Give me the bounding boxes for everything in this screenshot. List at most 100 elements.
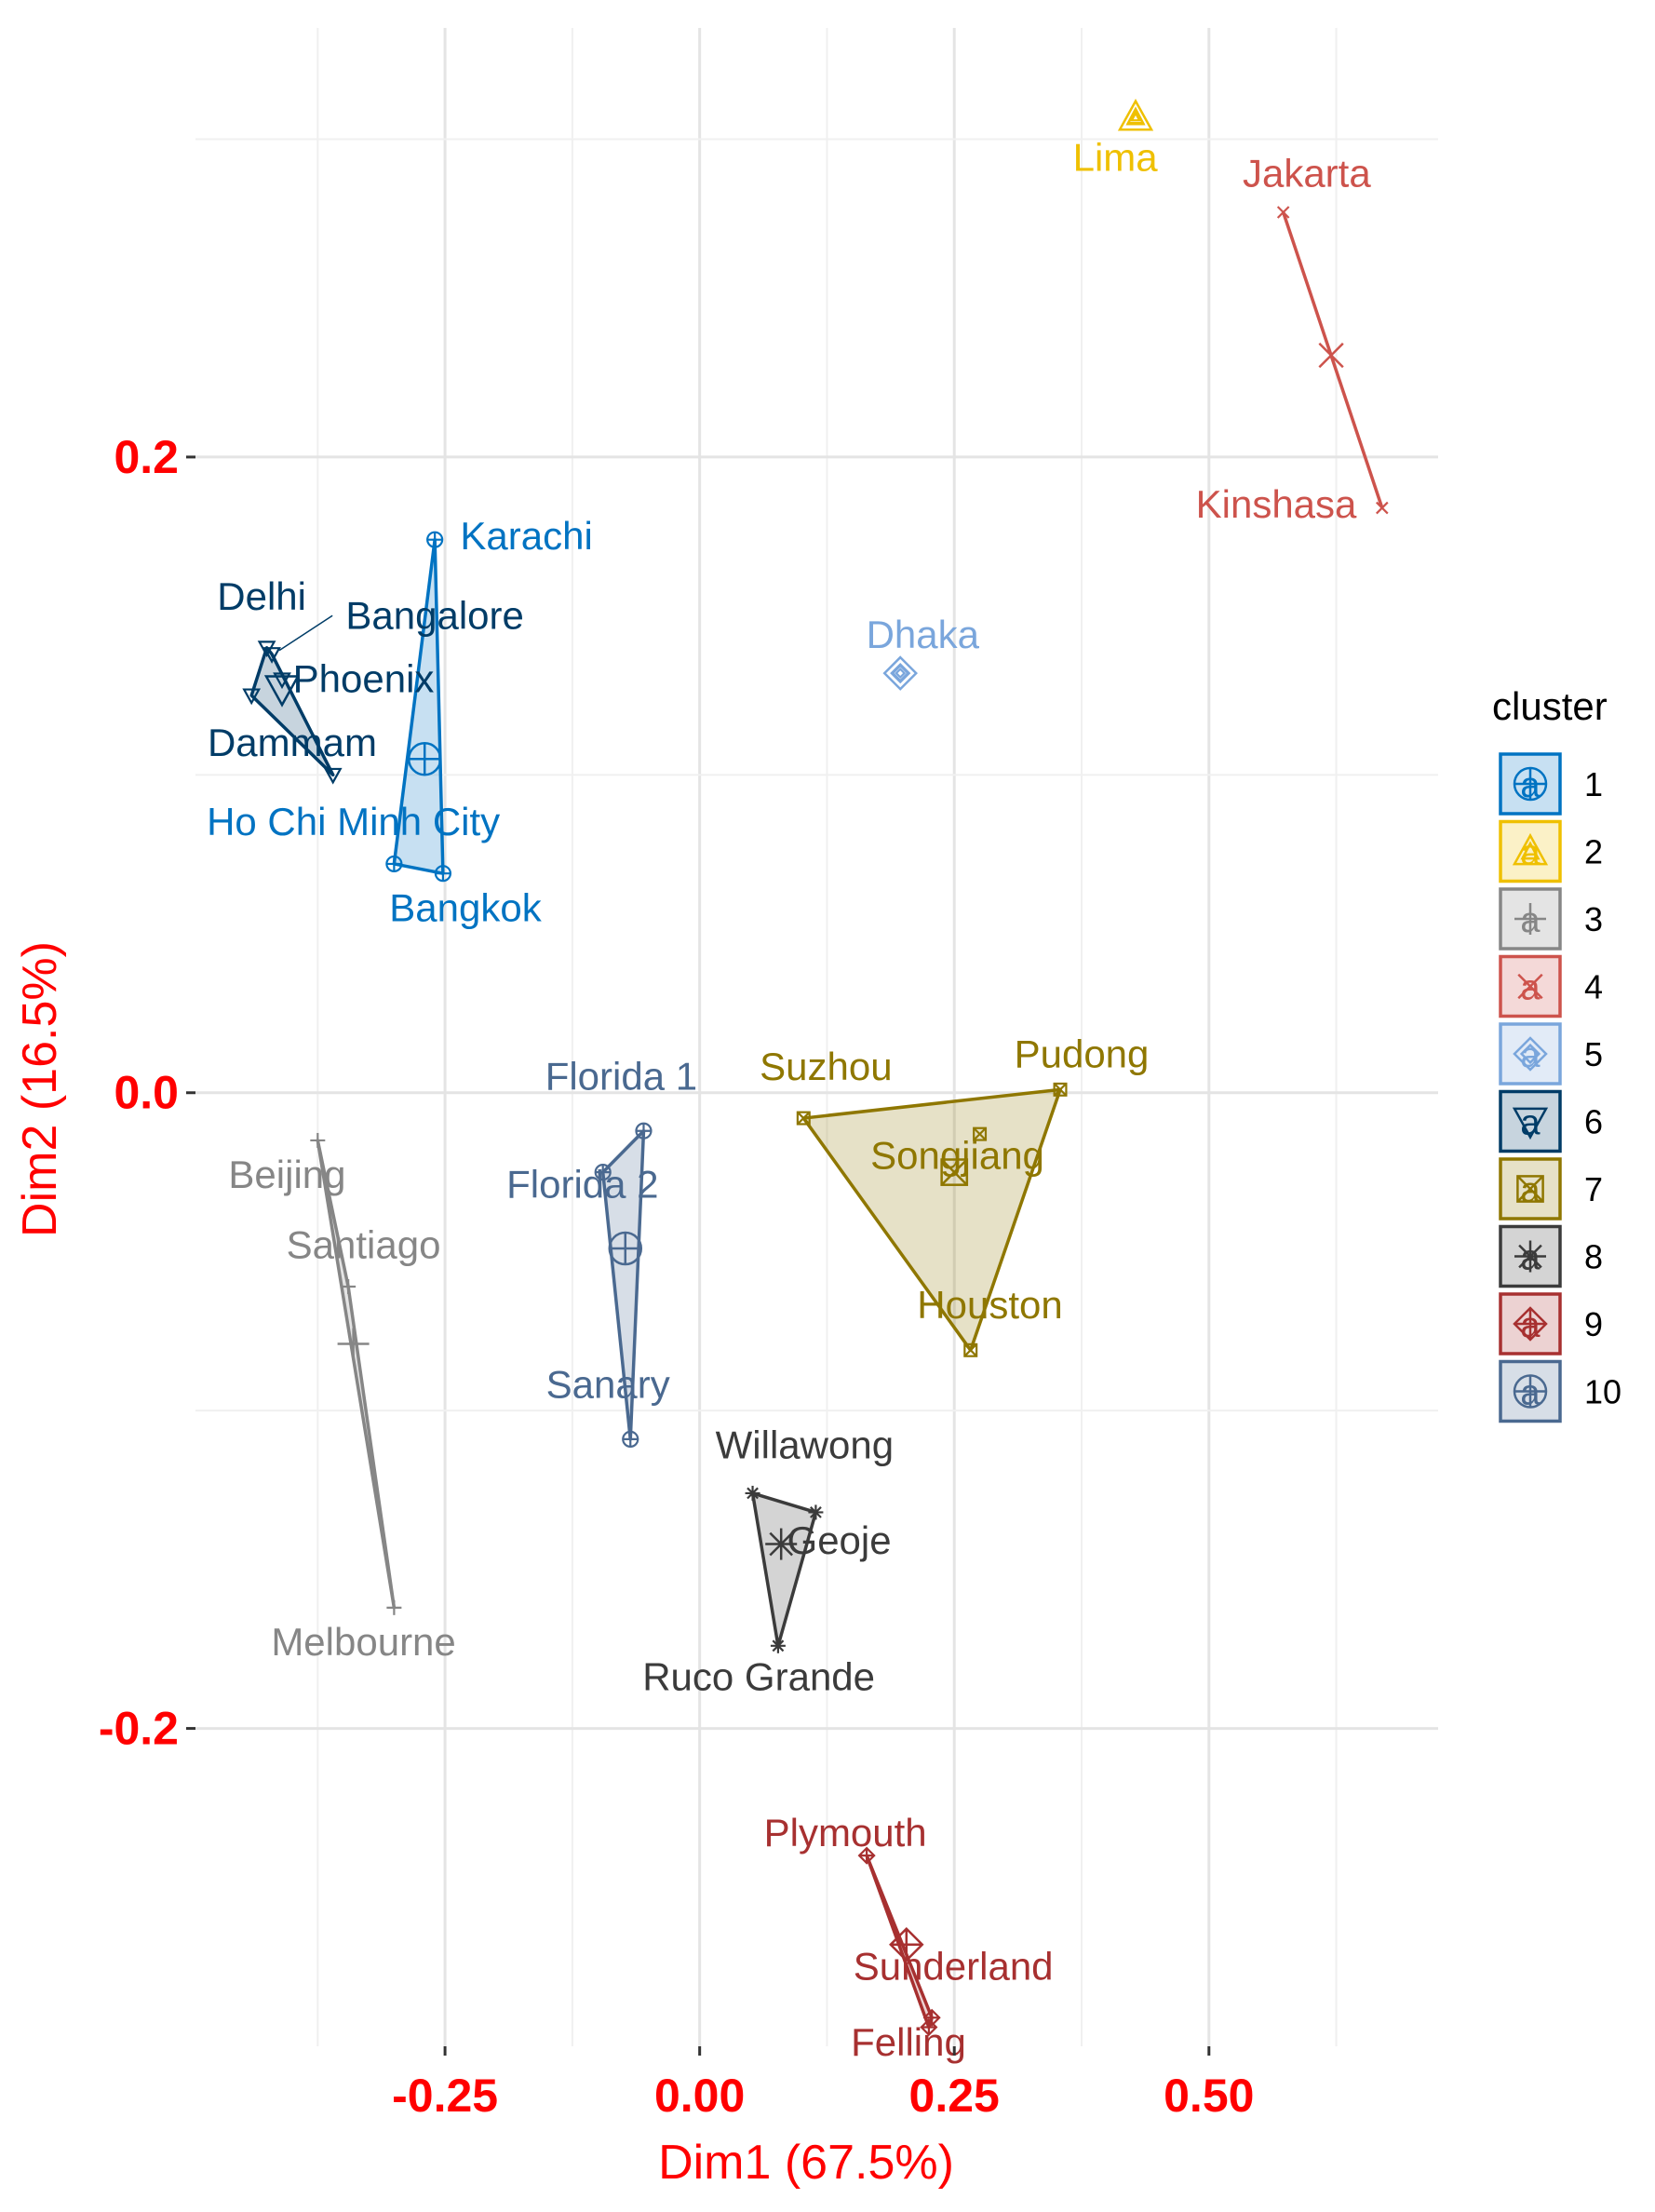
marker-part	[747, 1487, 759, 1500]
marker-part	[1318, 343, 1344, 369]
marker-part	[796, 1111, 811, 1126]
marker-part	[1276, 206, 1290, 219]
marker-part	[1512, 832, 1549, 866]
point-label: Phoenix	[293, 657, 435, 701]
cluster-4-centroid	[1318, 343, 1344, 369]
label-layer: Karachi Ho Chi Minh City Bangkok Lima Beijin…	[207, 136, 1371, 2065]
point-dammam	[242, 688, 262, 706]
point-label: Bangalore	[345, 593, 523, 637]
point-dhaka	[891, 664, 909, 682]
cluster-4-hull	[1282, 211, 1384, 509]
point-label: Willawong	[716, 1423, 894, 1466]
legend-key-letter: a	[1520, 834, 1541, 873]
cluster-1-hull	[392, 537, 445, 875]
legend-key-letter: a	[1520, 1171, 1541, 1210]
point-label: Suzhou	[760, 1045, 892, 1088]
cluster-8-centroid	[765, 1528, 798, 1560]
point-lima	[1126, 107, 1145, 125]
legend-title: cluster	[1492, 684, 1608, 728]
point-florida-2	[594, 1164, 612, 1181]
cluster-1-centroid	[407, 742, 442, 776]
point-label: Kinshasa	[1196, 482, 1357, 526]
point-plymouth	[857, 1846, 876, 1865]
marker-part	[1520, 841, 1541, 860]
cluster-8-hull	[750, 1491, 818, 1648]
point-melbourne	[386, 1599, 402, 1615]
marker-part	[882, 655, 918, 691]
leader-line	[278, 614, 333, 652]
legend-key-letter: a	[1520, 1036, 1541, 1075]
marker-part	[1130, 111, 1141, 122]
point-label: Florida 1	[545, 1054, 697, 1098]
point-willawong	[745, 1485, 760, 1501]
marker-part	[1117, 99, 1154, 131]
legend-key	[1499, 1089, 1562, 1153]
point-label: Houston	[917, 1283, 1062, 1327]
point-label: Delhi	[217, 574, 306, 618]
marker-part	[262, 647, 281, 664]
marker-part	[263, 675, 301, 708]
legend-key-letter: a	[1520, 969, 1541, 1008]
point-label: Songjiang	[870, 1134, 1044, 1178]
marker-part	[1518, 1244, 1542, 1269]
legend-item-label: 5	[1584, 1035, 1603, 1073]
point-label: Santiago	[287, 1222, 441, 1266]
marker-part	[273, 672, 291, 690]
point-label: Ruco Grande	[642, 1655, 875, 1699]
y-tick-label: -0.2	[99, 1703, 179, 1755]
legend-item-label: 9	[1584, 1305, 1603, 1343]
point-florida-1	[635, 1122, 653, 1140]
point-label: Karachi	[460, 514, 592, 558]
point-label: Pudong	[1015, 1032, 1150, 1075]
legend-item-cluster-10: a 10	[1499, 1359, 1621, 1423]
point-label: Felling	[851, 2020, 966, 2064]
point-cluster-6	[323, 767, 343, 785]
legend-item-label: 6	[1584, 1103, 1603, 1141]
cluster-7-hull	[801, 1087, 1062, 1353]
marker-part	[1516, 1175, 1544, 1203]
marker-part	[797, 1111, 811, 1126]
point-label: Bangkok	[389, 885, 542, 929]
point-felling	[920, 2017, 938, 2037]
point-jakarta	[1276, 206, 1290, 219]
marker-part	[769, 1531, 793, 1557]
marker-part	[1516, 1175, 1544, 1203]
cluster-3-centroid	[337, 1328, 370, 1360]
legend-key	[1499, 1359, 1562, 1423]
point-santiago	[341, 1279, 357, 1295]
point-label: Dammam	[208, 721, 377, 764]
marker-part	[891, 664, 909, 682]
legend-item-label: 8	[1584, 1238, 1603, 1276]
point-label: Jakarta	[1243, 152, 1371, 196]
point-geoje	[808, 1504, 824, 1520]
cluster-6-hull	[249, 646, 335, 777]
cluster-10-hull	[600, 1128, 646, 1441]
point-label: Melbourne	[271, 1620, 455, 1664]
marker-part	[1126, 107, 1145, 125]
legend-item-label: 10	[1584, 1373, 1621, 1411]
marker-part	[1517, 973, 1543, 1000]
point-label: Beijing	[228, 1153, 345, 1196]
cluster-9-centroid	[889, 1926, 924, 1962]
marker-part	[940, 1158, 969, 1186]
marker-part	[940, 1158, 968, 1186]
legend-item-label: 1	[1584, 765, 1603, 803]
point-songjiang	[973, 1126, 988, 1141]
point-label: Geoje	[787, 1518, 892, 1562]
x-tick-label: 0.50	[1164, 2070, 1254, 2122]
axis-layer: Dim1 (67.5%) Dim2 (16.5%) -0.25 0.00 0.25 0…	[13, 431, 1254, 2190]
cluster-9-hull	[865, 1854, 934, 2030]
x-tick-label: -0.25	[392, 2070, 498, 2122]
marker-part	[242, 688, 262, 706]
point-pudong	[1053, 1082, 1068, 1097]
marker-part	[1053, 1082, 1068, 1097]
y-tick-label: 0.0	[114, 1067, 179, 1119]
cluster-6-centroid	[263, 675, 301, 708]
legend-key-letter: a	[1520, 1239, 1541, 1278]
